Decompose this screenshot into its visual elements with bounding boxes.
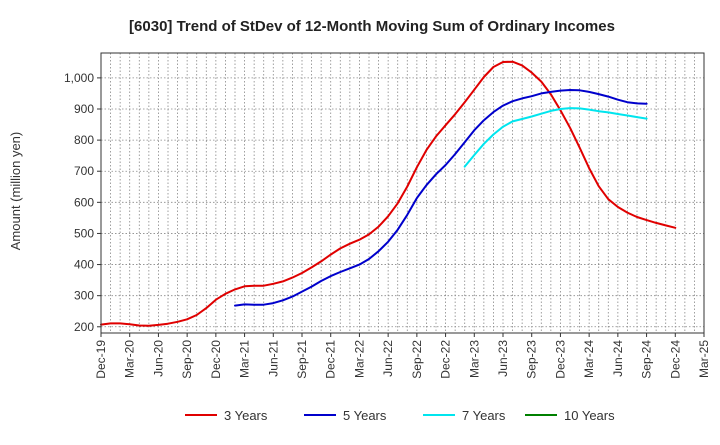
x-tick-label: Mar-25	[697, 340, 711, 378]
legend-label: 10 Years	[564, 408, 615, 423]
legend: 3 Years 5 Years 7 Years 10 Years	[185, 408, 615, 423]
x-tick-label: Jun-21	[266, 340, 280, 377]
grid	[101, 53, 704, 333]
y-axis-ticks: 200 300 400 500 600 700 800 900 1,000	[64, 71, 101, 334]
x-tick-label: Sep-21	[295, 340, 309, 379]
x-tick-label: Dec-19	[94, 340, 108, 379]
x-tick-label: Jun-24	[611, 340, 625, 377]
x-tick-label: Sep-20	[180, 340, 194, 379]
y-axis-label: Amount (million yen)	[8, 132, 23, 251]
x-tick-label: Mar-24	[582, 340, 596, 378]
x-tick-label: Jun-23	[496, 340, 510, 377]
y-tick-label: 700	[74, 164, 94, 178]
x-tick-label: Mar-23	[467, 340, 481, 378]
legend-label: 7 Years	[462, 408, 506, 423]
y-tick-label: 200	[74, 320, 94, 334]
legend-label: 5 Years	[343, 408, 387, 423]
x-tick-label: Mar-21	[238, 340, 252, 378]
y-tick-label: 400	[74, 258, 94, 272]
plot-frame	[100, 52, 705, 334]
x-axis-ticks: Dec-19 Mar-20 Jun-20 Sep-20 Dec-20 Mar-21 Jun-…	[94, 333, 711, 379]
series-line-7-years	[463, 107, 648, 168]
legend-label: 3 Years	[224, 408, 268, 423]
series-line-5-years	[234, 89, 648, 307]
x-tick-label: Dec-21	[324, 340, 338, 379]
series-lines	[100, 60, 677, 327]
y-tick-label: 500	[74, 226, 94, 240]
x-tick-label: Sep-23	[525, 340, 539, 379]
x-tick-label: Mar-20	[123, 340, 137, 378]
x-tick-label: Dec-22	[439, 340, 453, 379]
x-tick-label: Dec-20	[209, 340, 223, 379]
y-tick-label: 300	[74, 289, 94, 303]
y-tick-label: 900	[74, 102, 94, 116]
x-tick-label: Sep-24	[640, 340, 654, 379]
series-line-3-years	[100, 60, 677, 327]
x-tick-label: Jun-20	[151, 340, 165, 377]
y-tick-label: 600	[74, 195, 94, 209]
x-tick-label: Mar-22	[352, 340, 366, 378]
x-tick-label: Jun-22	[381, 340, 395, 377]
y-tick-label: 1,000	[64, 71, 94, 85]
y-tick-label: 800	[74, 133, 94, 147]
x-tick-label: Sep-22	[410, 340, 424, 379]
x-tick-label: Dec-23	[553, 340, 567, 379]
chart-title: [6030] Trend of StDev of 12-Month Moving…	[129, 18, 615, 35]
x-tick-label: Dec-24	[668, 340, 682, 379]
